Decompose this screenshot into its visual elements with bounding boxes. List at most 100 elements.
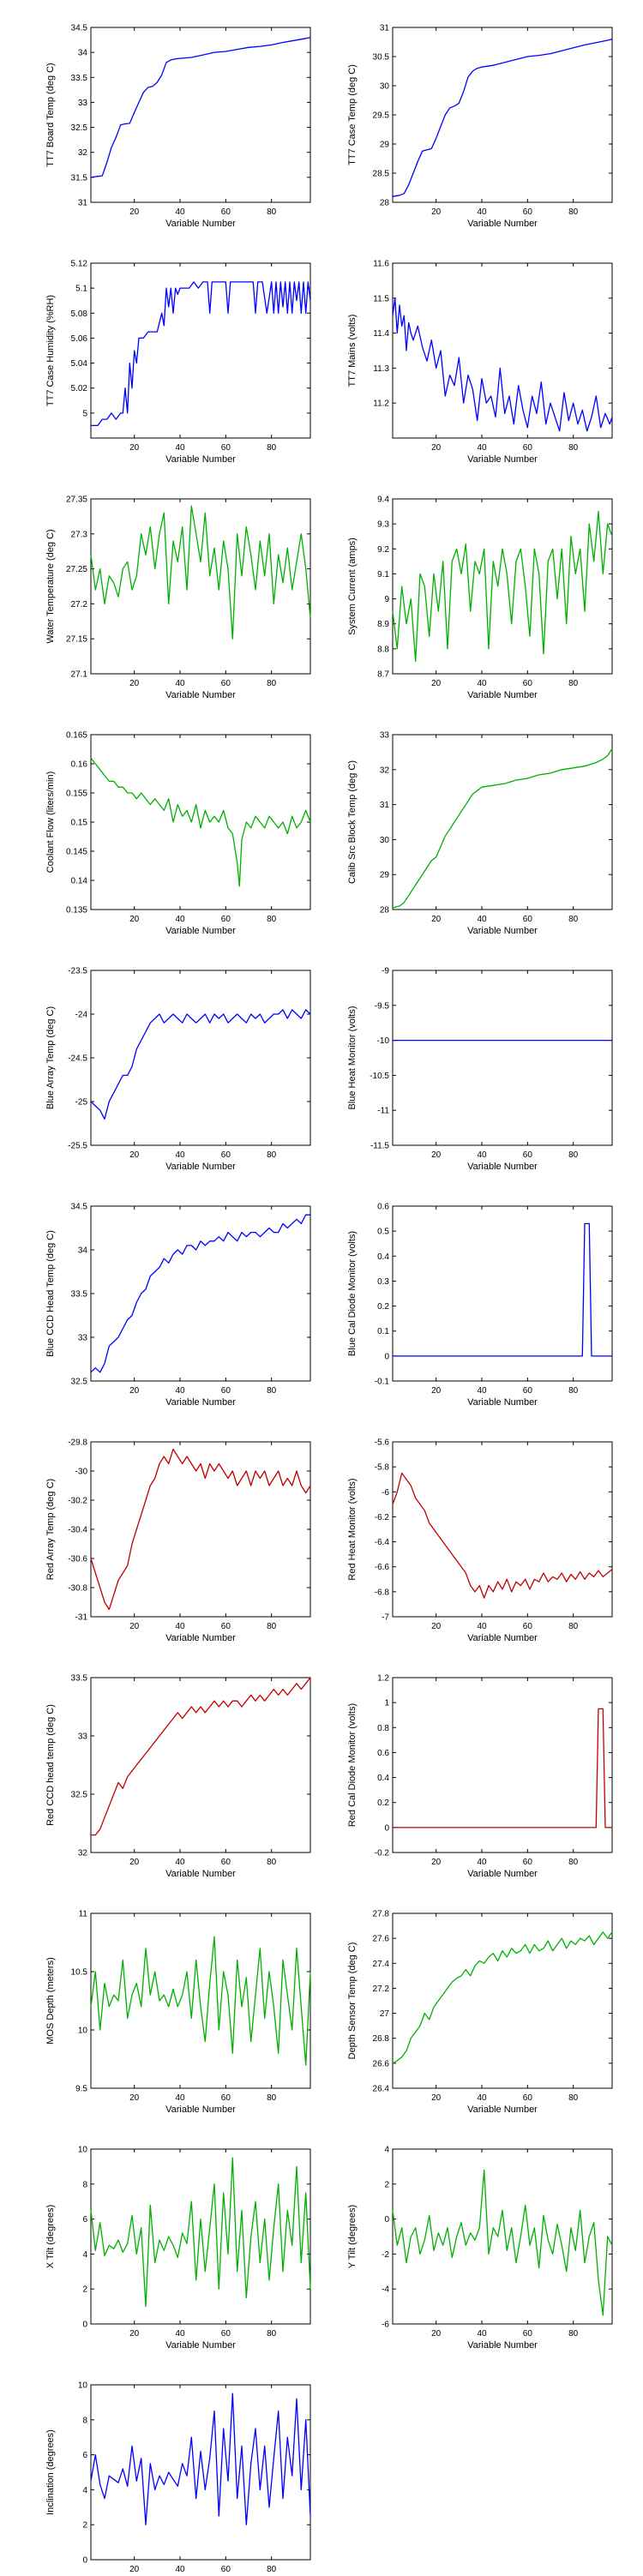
y-tick-label: 27.1 xyxy=(71,670,88,680)
y-axis-label: Red Heat Monitor (volts) xyxy=(347,1478,358,1580)
y-tick-label: 10 xyxy=(78,2146,88,2155)
y-tick-label: -6.2 xyxy=(375,1513,390,1522)
y-axis-label: Red Array Temp (deg C) xyxy=(45,1479,56,1580)
series-line xyxy=(91,281,311,427)
y-tick-label: 26.8 xyxy=(373,2034,390,2044)
y-tick-label: -30.8 xyxy=(68,1584,87,1594)
series-line xyxy=(392,297,613,432)
y-axis-label: System Current (amps) xyxy=(347,537,358,635)
chart-panel-19: 20 40 60 80 0 2 4 6 8 10 Variable Number X Tilt (de… xyxy=(45,2146,311,2351)
x-axis-label: Variable Number xyxy=(165,219,236,229)
x-tick-label: 40 xyxy=(175,2329,185,2339)
y-tick-label: 0.135 xyxy=(66,906,87,916)
y-tick-label: 28.5 xyxy=(373,170,390,179)
x-tick-label: 20 xyxy=(129,915,140,924)
y-tick-label: 27.2 xyxy=(71,600,88,609)
x-tick-label: 60 xyxy=(221,2565,231,2572)
x-tick-label: 60 xyxy=(523,207,533,217)
x-tick-label: 60 xyxy=(221,1622,231,1631)
y-tick-label: 9.5 xyxy=(75,2085,87,2094)
x-tick-label: 60 xyxy=(221,915,231,924)
y-tick-label: 27.6 xyxy=(373,1935,390,1944)
series-line xyxy=(392,510,613,663)
y-tick-label: 2 xyxy=(82,2285,87,2295)
x-tick-label: 60 xyxy=(221,1858,231,1867)
y-tick-label: 33.5 xyxy=(71,74,88,83)
y-axis-label: Blue Cal Diode Monitor (volts) xyxy=(347,1231,358,1356)
y-tick-label: 8.7 xyxy=(377,670,389,680)
plot-frame xyxy=(90,498,311,675)
y-axis-label: MOS Depth (meters) xyxy=(45,1957,56,2044)
y-tick-label: -9 xyxy=(382,967,389,976)
x-axis-label: Variable Number xyxy=(467,926,538,936)
y-tick-label: -5.8 xyxy=(375,1463,390,1473)
y-tick-label: 5.12 xyxy=(71,260,88,269)
chart-panel-14: 20 40 60 80 -7 -6.8 -6.6 -6.4 -6.2 -6 -5.8 -5.6 Vari… xyxy=(347,1438,613,1643)
x-tick-label: 40 xyxy=(175,1858,185,1867)
x-tick-label: 60 xyxy=(221,2329,231,2339)
y-tick-label: 26.4 xyxy=(373,2085,390,2094)
x-tick-label: 40 xyxy=(175,679,185,688)
y-tick-label: 0.6 xyxy=(377,1749,389,1758)
plot-frame xyxy=(392,1441,613,1618)
x-tick-label: 60 xyxy=(523,915,533,924)
x-tick-label: 40 xyxy=(477,2329,487,2339)
series-line xyxy=(90,1936,311,2066)
chart-panel-2: 20 40 60 80 28 28.5 29 29.5 30 30.5 31 Variable Num… xyxy=(347,24,613,229)
series-line xyxy=(392,1931,613,2064)
y-axis-label: TT7 Case Humidity (%RH) xyxy=(45,295,56,406)
x-tick-label: 40 xyxy=(175,2565,185,2572)
x-tick-label: 80 xyxy=(267,1622,277,1631)
x-tick-label: 20 xyxy=(431,679,442,688)
x-tick-label: 20 xyxy=(129,1858,140,1867)
plot-frame xyxy=(90,1205,311,1382)
chart-panel-16: 20 40 60 80 -0.2 0 0.2 0.4 0.6 0.8 1 1.2 Variable Nu… xyxy=(347,1674,613,1879)
x-tick-label: 60 xyxy=(523,1858,533,1867)
x-axis-label: Variable Number xyxy=(165,454,236,465)
y-tick-label: 5.04 xyxy=(71,359,88,369)
series-line xyxy=(90,505,311,639)
x-tick-label: 80 xyxy=(267,1386,277,1396)
y-tick-label: -6.4 xyxy=(375,1538,390,1547)
y-tick-label: 10.5 xyxy=(71,1968,88,1978)
y-tick-label: 33 xyxy=(380,731,390,741)
y-tick-label: -0.2 xyxy=(375,1849,390,1858)
series-line xyxy=(91,1677,311,1836)
y-tick-label: 10 xyxy=(78,2381,88,2391)
plot-frame xyxy=(90,1441,311,1618)
y-tick-label: 0.16 xyxy=(71,760,88,770)
y-tick-label: -23.5 xyxy=(68,967,87,976)
x-tick-label: 80 xyxy=(568,1386,579,1396)
chart-panel-10: 20 40 60 80 -11.5 -11 -10.5 -10 -9.5 -9 Variable N… xyxy=(347,967,613,1172)
x-tick-label: 60 xyxy=(523,1386,533,1396)
x-tick-label: 80 xyxy=(568,1858,579,1867)
y-axis-label: Red Cal Diode Monitor (volts) xyxy=(347,1703,358,1827)
y-axis-label: Blue Array Temp (deg C) xyxy=(45,1006,56,1109)
y-tick-label: 0 xyxy=(384,2215,389,2225)
x-tick-label: 80 xyxy=(568,207,579,217)
x-axis-label: Variable Number xyxy=(165,1397,236,1408)
x-tick-label: 60 xyxy=(221,443,231,453)
y-tick-label: 0.8 xyxy=(377,1724,389,1733)
x-axis-label: Variable Number xyxy=(165,1869,236,1879)
x-tick-label: 40 xyxy=(477,915,487,924)
x-tick-label: 40 xyxy=(175,2093,185,2103)
y-tick-label: -6.6 xyxy=(375,1563,390,1572)
y-tick-label: 30 xyxy=(380,836,390,845)
x-tick-label: 20 xyxy=(129,1150,140,1160)
y-tick-label: 0.4 xyxy=(377,1252,389,1262)
y-tick-label: 8.8 xyxy=(377,645,389,654)
x-axis-label: Variable Number xyxy=(467,1162,538,1172)
y-tick-label: 34 xyxy=(78,1246,88,1256)
series-line xyxy=(392,2169,613,2316)
y-tick-label: -25.5 xyxy=(68,1142,87,1151)
plot-frame xyxy=(392,498,613,675)
plot-frame xyxy=(90,2148,311,2325)
x-axis-label: Variable Number xyxy=(165,1633,236,1643)
plot-frame xyxy=(90,2384,311,2561)
y-tick-label: -7 xyxy=(382,1613,389,1623)
x-tick-label: 60 xyxy=(221,1386,231,1396)
y-tick-label: 32.5 xyxy=(71,1791,88,1800)
series-line xyxy=(90,1009,311,1120)
y-tick-label: 29 xyxy=(380,141,390,150)
